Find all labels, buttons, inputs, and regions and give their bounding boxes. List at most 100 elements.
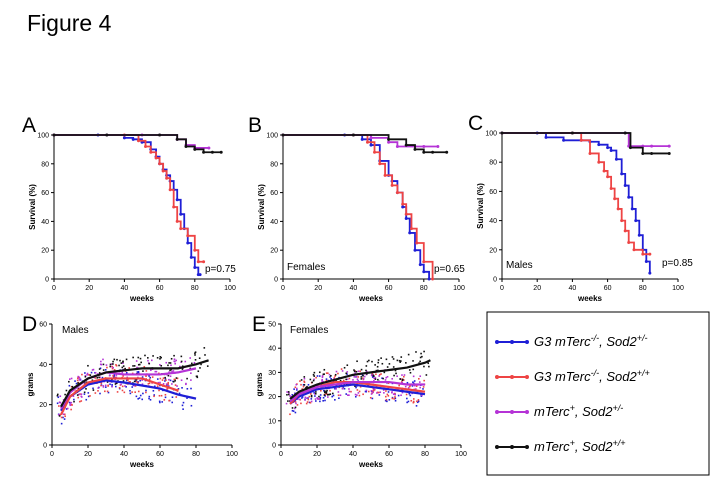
x-tick-label: 40 — [349, 451, 357, 458]
scatter-point — [170, 364, 172, 367]
scatter-point — [373, 380, 375, 382]
series-point — [422, 260, 426, 264]
scatter-point — [334, 399, 336, 401]
scatter-point — [384, 379, 387, 381]
legend-marker — [510, 340, 514, 344]
scatter-point — [313, 371, 316, 374]
scatter-point — [294, 406, 297, 409]
scatter-point — [294, 407, 296, 410]
legend-text: G3 mTerc — [534, 334, 591, 349]
x-tick-label: 20 — [85, 285, 93, 292]
scatter-point — [148, 378, 151, 381]
scatter-point — [402, 378, 404, 381]
scatter-point — [348, 388, 350, 390]
scatter-point — [345, 372, 348, 375]
series-point — [404, 212, 408, 216]
scatter-point — [160, 394, 163, 397]
scatter-point — [323, 389, 325, 392]
scatter-point — [402, 375, 405, 378]
series-point — [415, 241, 419, 245]
series-point — [579, 138, 583, 142]
y-axis-label: Survival (%) — [476, 183, 485, 229]
scatter-point — [85, 398, 88, 401]
scatter-point — [145, 375, 147, 378]
scatter-point — [141, 379, 143, 381]
scatter-point — [119, 359, 121, 362]
scatter-point — [77, 396, 80, 399]
scatter-point — [401, 381, 403, 384]
scatter-point — [98, 376, 100, 379]
scatter-point — [422, 386, 425, 388]
scatter-point — [153, 394, 156, 396]
scatter-point — [363, 375, 366, 378]
y-tick-label: 40 — [489, 218, 497, 225]
scatter-point — [154, 385, 156, 388]
scatter-point — [357, 392, 360, 394]
scatter-point — [94, 372, 97, 374]
series-point — [207, 146, 211, 150]
legend-superscript: +/- — [613, 403, 624, 413]
x-tick-label: 20 — [84, 451, 92, 458]
scatter-point — [122, 362, 124, 365]
scatter-point — [356, 360, 358, 363]
scatter-point — [388, 363, 391, 365]
scatter-point — [75, 382, 78, 385]
scatter-point — [141, 398, 144, 401]
scatter-point — [355, 386, 357, 389]
scatter-point — [356, 394, 358, 396]
series-point — [149, 150, 153, 154]
scatter-point — [325, 392, 328, 394]
y-tick-label: 0 — [272, 443, 276, 450]
panel-label: E — [252, 313, 266, 336]
scatter-point — [159, 381, 161, 384]
scatter-point — [285, 402, 288, 405]
scatter-point — [329, 389, 331, 392]
x-tick-label: 100 — [226, 451, 238, 458]
figure-title: Figure 4 — [27, 10, 112, 36]
scatter-point — [72, 395, 75, 397]
scatter-point — [322, 396, 325, 399]
legend-marker — [525, 410, 529, 414]
scatter-point — [383, 392, 385, 394]
scatter-point — [147, 382, 150, 385]
scatter-point — [59, 395, 62, 398]
scatter-point — [120, 383, 122, 386]
scatter-point — [118, 387, 121, 389]
scatter-point — [417, 399, 420, 401]
scatter-point — [84, 375, 87, 378]
scatter-point — [122, 375, 124, 377]
scatter-point — [386, 375, 389, 378]
scatter-point — [346, 373, 348, 375]
scatter-point — [115, 374, 118, 376]
scatter-point — [358, 390, 361, 393]
series-point — [609, 149, 613, 153]
series-point — [395, 191, 399, 195]
series-point — [136, 139, 140, 143]
series-point — [158, 133, 162, 137]
scatter-point — [305, 402, 308, 405]
legend-superscript: + — [570, 403, 575, 413]
legend-superscript: -/- — [591, 333, 600, 343]
scatter-point — [306, 397, 308, 399]
scatter-point — [310, 398, 313, 400]
series-point — [623, 229, 627, 233]
scatter-point — [400, 360, 402, 362]
legend-superscript: +/- — [637, 333, 648, 343]
legend-entry: G3 mTerc-/-​, Sod2+/-​ — [534, 333, 647, 349]
scatter-point — [115, 382, 118, 385]
scatter-point — [303, 376, 306, 378]
scatter-point — [400, 394, 402, 397]
scatter-point — [86, 373, 88, 376]
series-point — [620, 219, 624, 223]
fit-curve — [289, 380, 425, 403]
scatter-point — [109, 365, 112, 368]
series-point — [641, 252, 645, 256]
legend-marker — [510, 375, 514, 379]
scatter-point — [400, 356, 403, 358]
scatter-point — [294, 401, 297, 403]
scatter-point — [301, 388, 304, 390]
fit-curve — [60, 367, 197, 410]
scatter-point — [196, 376, 199, 379]
scatter-point — [356, 378, 359, 381]
scatter-point — [136, 371, 139, 373]
